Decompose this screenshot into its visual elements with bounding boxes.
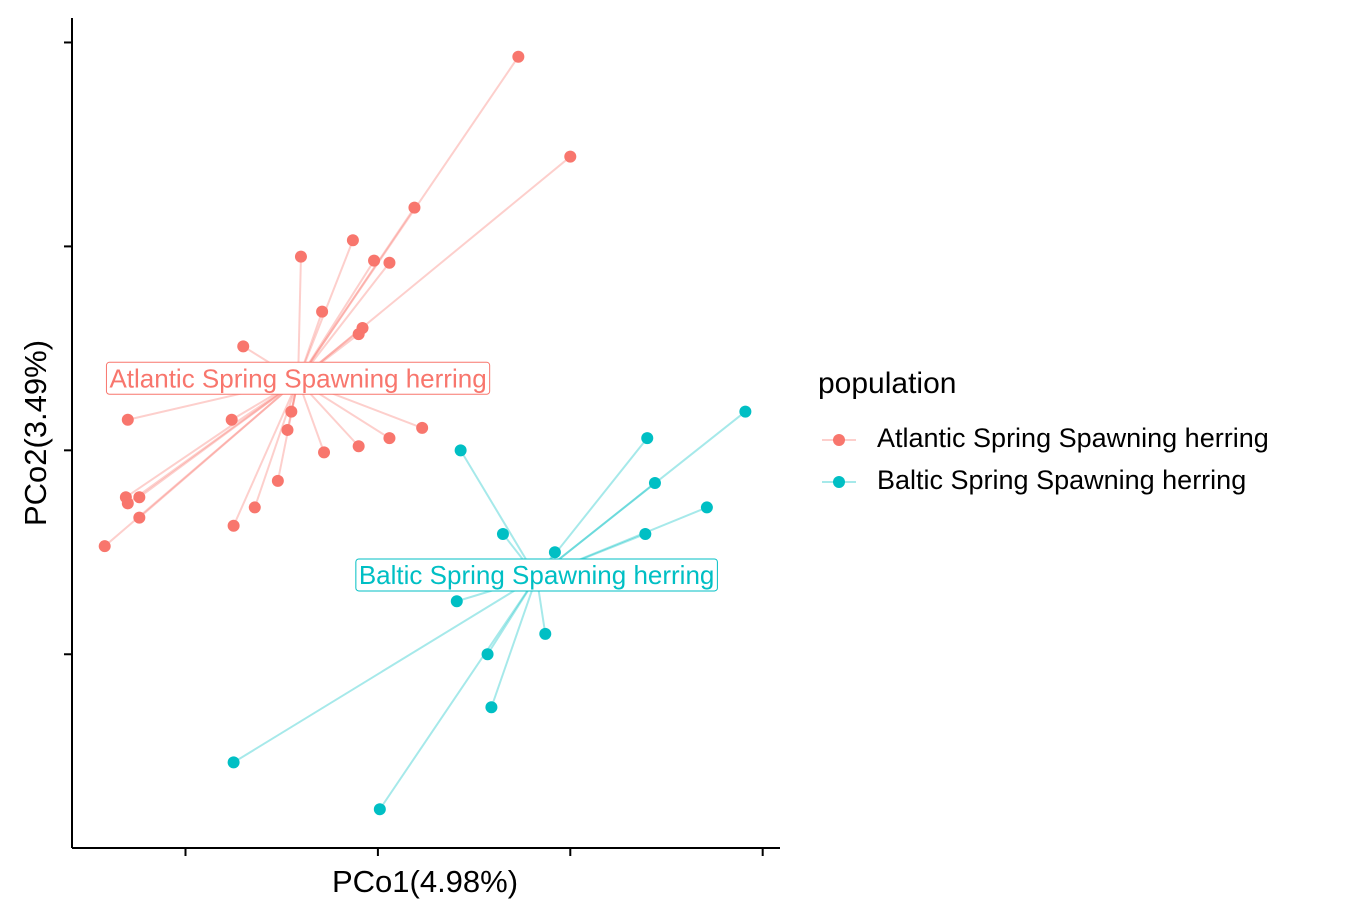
point [248,501,261,514]
centroid-label: Atlantic Spring Spawning herring [109,363,486,393]
point [485,701,498,714]
centroid-labels: Atlantic Spring Spawning herring Baltic S… [105,361,718,592]
spider-line [490,576,538,708]
legend-marker [833,434,845,446]
spider-line [297,56,520,381]
point [281,423,294,436]
point [564,150,577,163]
x-axis-title: PCo1(4.98%) [332,864,518,899]
point [383,432,396,445]
point [285,405,298,418]
spider-line [297,207,416,381]
spider-line [297,256,302,381]
point [496,527,509,540]
point [383,256,396,269]
y-axis-title: PCo2(3.49%) [18,340,53,526]
point [450,595,463,608]
spider-line [138,379,299,519]
point [271,474,284,487]
point [225,413,238,426]
spider-line [138,379,299,499]
point [739,405,752,418]
point [121,497,134,510]
point [408,201,421,214]
spider-line [536,410,746,578]
legend-label: Baltic Spring Spawning herring [877,465,1246,495]
point [227,756,240,769]
point [227,519,240,532]
spider-line [297,262,391,382]
point [641,432,654,445]
point [237,340,250,353]
point [121,413,134,426]
point [512,50,525,63]
spider-line [297,155,571,382]
point [346,234,359,247]
point [316,305,329,318]
point [639,527,652,540]
spider-line [253,380,300,508]
point [548,546,561,559]
spider-line [127,379,299,505]
legend-title: population [818,367,956,400]
points [98,50,752,816]
spider-line [378,576,538,810]
legend-label: Atlantic Spring Spawning herring [877,423,1269,453]
spider-line [125,379,299,499]
point [416,421,429,434]
point [352,440,365,453]
point [539,627,552,640]
point [98,540,111,553]
spider-line [232,380,299,527]
centroid-label-box [355,558,718,592]
legend-marker [833,476,845,488]
centroid-label: Baltic Spring Spawning herring [359,560,715,590]
point [318,446,331,459]
centroid-label-box [105,361,491,395]
point [352,328,365,341]
spider-line [459,449,538,578]
point [700,501,713,514]
point [133,511,146,524]
point [454,444,467,457]
spider-line [297,260,375,381]
point [133,491,146,504]
point [368,254,381,267]
spider-line [233,576,538,764]
point [294,250,307,263]
point [648,476,661,489]
point [373,803,386,816]
point [481,648,494,661]
